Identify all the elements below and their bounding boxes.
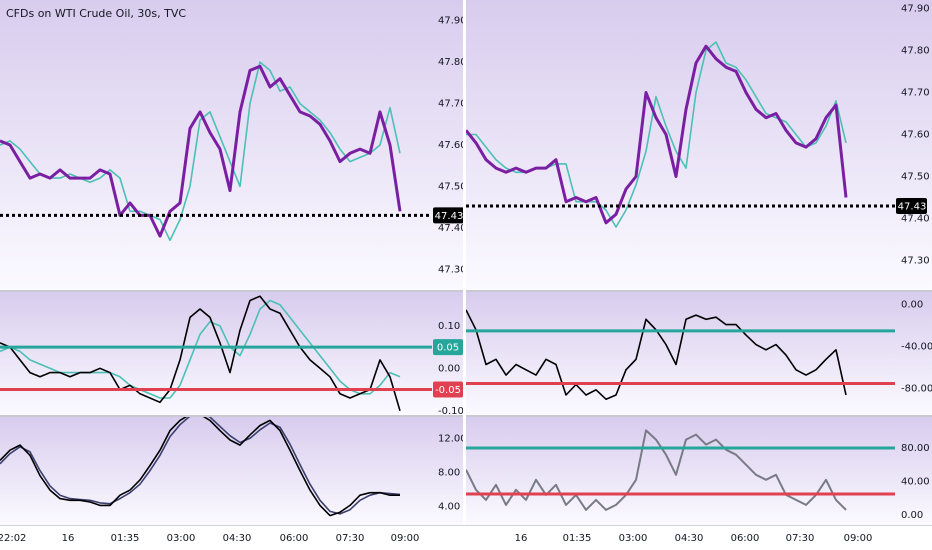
x-tick-label: 09:00 [844, 533, 873, 544]
pane-background [466, 417, 932, 525]
plot-area [0, 61, 402, 242]
x-tick-label: 07:30 [786, 533, 815, 544]
y-tick-label: 47.50 [901, 172, 930, 183]
last-price-label: 47.43 [435, 211, 464, 222]
y-tick-label: 8.00 [438, 467, 460, 478]
y-tick-label: 0.00 [438, 363, 460, 374]
x-tick-label: 22:02 [0, 533, 26, 544]
series-line [0, 64, 402, 238]
pane-background [466, 0, 932, 290]
chart-title: CFDs on WTI Crude Oil, 30s, TVC [6, 7, 186, 20]
y-tick-label: 80.00 [901, 443, 930, 454]
y-tick-label: 47.90 [438, 16, 467, 27]
last-price-label: 47.43 [898, 201, 927, 212]
plot-area [0, 417, 401, 517]
y-tick-label: 47.40 [901, 214, 930, 225]
y-tick-label: 47.40 [438, 223, 467, 234]
series-line [0, 417, 401, 515]
y-tick-label: 47.30 [901, 256, 930, 267]
plot-area [466, 41, 848, 228]
series-line [0, 417, 400, 517]
y-tick-label: 47.30 [438, 264, 467, 275]
y-tick-label: 0.00 [901, 300, 923, 311]
y-tick-label: 12.00 [438, 433, 467, 444]
x-tick-label: 04:30 [675, 533, 704, 544]
x-tick-label: 04:30 [223, 533, 252, 544]
x-tick-label: 06:00 [731, 533, 760, 544]
x-tick-label: 06:00 [280, 533, 309, 544]
pane-background [0, 0, 466, 290]
y-tick-label: 47.50 [438, 181, 467, 192]
y-tick-label: 0.10 [438, 321, 460, 332]
y-tick-label: 47.70 [438, 99, 467, 110]
last-price-box [896, 197, 927, 214]
series-line [0, 295, 401, 412]
y-tick-label: 47.80 [438, 57, 467, 68]
y-tick-label: 47.80 [901, 45, 930, 56]
y-tick-label: 0.00 [901, 510, 923, 521]
plot-area [0, 295, 401, 412]
y-tick-label: 47.70 [901, 87, 930, 98]
y-tick-label: 4.00 [438, 501, 460, 512]
x-tick-label: 16 [62, 533, 75, 544]
x-tick-label: 03:00 [167, 533, 196, 544]
series-line [0, 299, 401, 399]
series-line [466, 44, 848, 225]
x-tick-label: 07:30 [336, 533, 365, 544]
pane-background [0, 292, 466, 415]
column-gap [463, 0, 466, 550]
y-tick-label: 47.90 [901, 3, 930, 14]
y-tick-label: 47.60 [901, 129, 930, 140]
level-label: 0.05 [437, 343, 459, 354]
pane-background [0, 417, 466, 525]
last-price-box [433, 207, 464, 224]
y-tick-label: -80.00 [901, 384, 932, 395]
y-tick-label: 40.00 [901, 476, 930, 487]
y-tick-label: -0.10 [438, 406, 464, 417]
y-tick-label: 47.60 [438, 140, 467, 151]
level-label-box [433, 381, 463, 398]
x-tick-label: 01:35 [111, 533, 140, 544]
pane-background [466, 292, 932, 415]
level-label: -0.05 [435, 385, 461, 396]
x-tick-label: 01:35 [563, 533, 592, 544]
x-tick-label: 09:00 [391, 533, 420, 544]
y-tick-label: -40.00 [901, 342, 932, 353]
x-tick-label: 16 [515, 533, 528, 544]
x-tick-label: 03:00 [619, 533, 648, 544]
level-label-box [433, 339, 463, 356]
